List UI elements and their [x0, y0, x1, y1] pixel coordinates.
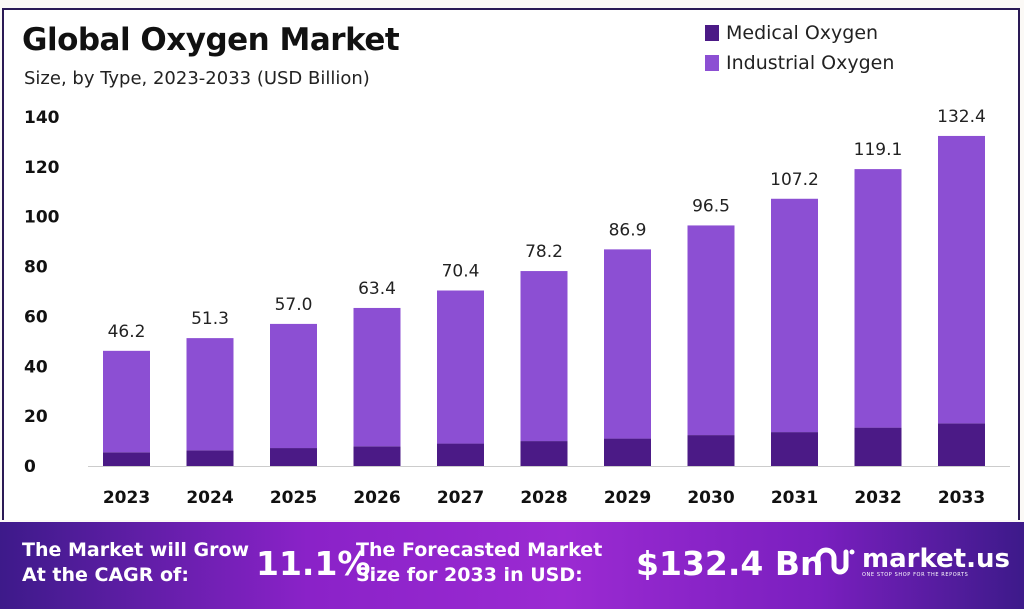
bar-industrial-2028 — [520, 271, 568, 442]
bar-industrial-2029 — [604, 249, 651, 439]
bar-medical-2028 — [520, 441, 568, 466]
logo-icon — [815, 547, 855, 575]
bar-industrial-2024 — [186, 338, 234, 451]
forecast-value: $132.4 Bn — [636, 544, 824, 583]
legend-swatch-medical — [705, 25, 719, 41]
x-tick-label: 2023 — [103, 488, 150, 508]
total-label: 70.4 — [442, 262, 480, 282]
y-tick-label: 120 — [24, 158, 60, 178]
bar-industrial-2031 — [771, 198, 818, 433]
bar-chart: 0 20 40 60 80 100 120 140 46.2 2023 51.3 2024 57.0 20… — [24, 107, 1010, 508]
x-tick-label: 2027 — [437, 488, 484, 508]
total-label: 96.5 — [692, 196, 730, 216]
y-tick-label: 60 — [24, 307, 48, 327]
legend-swatch-industrial — [705, 55, 719, 71]
total-label: 78.2 — [525, 242, 563, 262]
summary-banner: The Market will Grow At the CAGR of: 11.… — [0, 522, 1024, 609]
bar-industrial-2026 — [353, 307, 401, 447]
chart-subtitle: Size, by Type, 2023-2033 (USD Billion) — [24, 68, 370, 89]
bar-industrial-2023 — [103, 350, 150, 453]
x-tick-label: 2026 — [353, 488, 400, 508]
y-tick-label: 20 — [24, 407, 48, 427]
bar-medical-2033 — [938, 423, 985, 466]
total-label: 86.9 — [609, 220, 647, 240]
logo-text: market.us — [862, 544, 1010, 574]
cagr-label-line2: At the CAGR of: — [22, 564, 189, 586]
legend-label-industrial: Industrial Oxygen — [726, 52, 895, 74]
total-label: 132.4 — [937, 107, 986, 127]
x-tick-label: 2029 — [604, 488, 651, 508]
bar-industrial-2030 — [687, 225, 735, 436]
cagr-label: The Market will Grow At the CAGR of: — [22, 538, 249, 588]
total-label: 63.4 — [358, 279, 396, 299]
bar-medical-2031 — [771, 432, 818, 466]
forecast-label-line2: Size for 2033 in USD: — [356, 564, 583, 586]
bar-medical-2027 — [437, 443, 484, 466]
chart-frame — [2, 8, 1020, 520]
y-tick-label: 140 — [24, 108, 60, 128]
y-tick-label: 80 — [24, 258, 48, 278]
x-tick-label: 2032 — [854, 488, 901, 508]
bar-medical-2026 — [353, 446, 401, 466]
chart-title: Global Oxygen Market — [22, 22, 400, 58]
x-tick-label: 2024 — [186, 488, 233, 508]
bar-industrial-2032 — [854, 169, 902, 428]
x-tick-label: 2031 — [771, 488, 818, 508]
x-tick-label: 2028 — [520, 488, 567, 508]
bar-industrial-2027 — [437, 290, 484, 444]
bar-medical-2032 — [854, 427, 902, 466]
market-us-logo: market.us ONE STOP SHOP FOR THE REPORTS — [812, 544, 1010, 580]
legend-label-medical: Medical Oxygen — [726, 22, 879, 44]
bar-industrial-2025 — [270, 323, 317, 449]
y-tick-label: 100 — [24, 208, 60, 228]
legend-item-medical: Medical Oxygen — [705, 22, 878, 44]
cagr-label-line1: The Market will Grow — [22, 539, 250, 561]
legend-item-industrial: Industrial Oxygen — [705, 52, 894, 74]
forecast-label: The Forecasted Market Size for 2033 in U… — [356, 538, 602, 588]
logo-tagline: ONE STOP SHOP FOR THE REPORTS — [862, 572, 969, 578]
forecast-label-line1: The Forecasted Market — [356, 539, 603, 561]
total-label: 57.0 — [275, 295, 313, 315]
total-label: 119.1 — [854, 140, 903, 160]
total-label: 107.2 — [770, 170, 819, 190]
cagr-value: 11.1% — [256, 544, 371, 583]
x-tick-label: 2025 — [270, 488, 317, 508]
bar-medical-2030 — [687, 435, 735, 466]
bar-medical-2023 — [103, 452, 150, 466]
y-tick-label: 0 — [24, 457, 36, 477]
bar-medical-2029 — [604, 438, 651, 466]
x-tick-label: 2030 — [687, 488, 734, 508]
y-tick-label: 40 — [24, 357, 48, 377]
total-label: 46.2 — [108, 322, 146, 342]
bar-medical-2024 — [186, 450, 234, 466]
x-tick-label: 2033 — [938, 488, 985, 508]
bar-industrial-2033 — [938, 135, 985, 424]
total-label: 51.3 — [191, 309, 229, 329]
bar-medical-2025 — [270, 448, 317, 466]
